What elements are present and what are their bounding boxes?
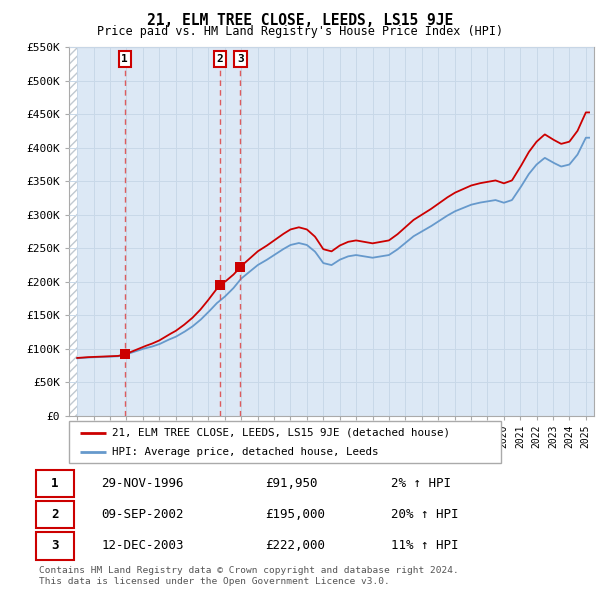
Text: £222,000: £222,000 xyxy=(265,539,325,552)
Text: £91,950: £91,950 xyxy=(265,477,318,490)
Text: 21, ELM TREE CLOSE, LEEDS, LS15 9JE: 21, ELM TREE CLOSE, LEEDS, LS15 9JE xyxy=(147,13,453,28)
Text: 1: 1 xyxy=(121,54,128,64)
Text: Price paid vs. HM Land Registry's House Price Index (HPI): Price paid vs. HM Land Registry's House … xyxy=(97,25,503,38)
Bar xyxy=(69,47,77,416)
Text: 29-NOV-1996: 29-NOV-1996 xyxy=(101,477,184,490)
Text: 2: 2 xyxy=(52,508,59,522)
Text: 2: 2 xyxy=(217,54,223,64)
FancyBboxPatch shape xyxy=(36,470,74,497)
Text: 3: 3 xyxy=(52,539,59,552)
Text: 3: 3 xyxy=(237,54,244,64)
Text: HPI: Average price, detached house, Leeds: HPI: Average price, detached house, Leed… xyxy=(112,447,379,457)
FancyBboxPatch shape xyxy=(36,532,74,559)
Text: 2% ↑ HPI: 2% ↑ HPI xyxy=(391,477,451,490)
Text: 1: 1 xyxy=(52,477,59,490)
Text: 12-DEC-2003: 12-DEC-2003 xyxy=(101,539,184,552)
FancyBboxPatch shape xyxy=(36,501,74,529)
Text: Contains HM Land Registry data © Crown copyright and database right 2024.
This d: Contains HM Land Registry data © Crown c… xyxy=(39,566,459,586)
Text: £195,000: £195,000 xyxy=(265,508,325,522)
Text: 20% ↑ HPI: 20% ↑ HPI xyxy=(391,508,458,522)
Text: 21, ELM TREE CLOSE, LEEDS, LS15 9JE (detached house): 21, ELM TREE CLOSE, LEEDS, LS15 9JE (det… xyxy=(112,428,450,438)
Text: 11% ↑ HPI: 11% ↑ HPI xyxy=(391,539,458,552)
Text: 09-SEP-2002: 09-SEP-2002 xyxy=(101,508,184,522)
